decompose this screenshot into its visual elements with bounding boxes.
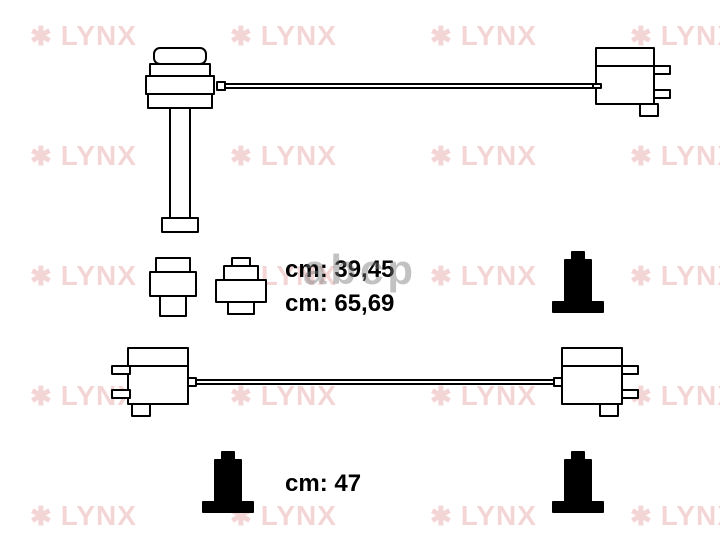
bottom-cable — [112, 348, 638, 416]
plug-boot-mid-left — [150, 258, 196, 316]
small-connector-left — [216, 258, 266, 314]
measurement-3: cm: 47 — [285, 470, 361, 498]
terminal-icon-right-mid — [553, 252, 603, 312]
measurement-2: cm: 65,69 — [285, 290, 394, 318]
terminal-icon-bottom-left — [203, 452, 253, 512]
terminal-icon-bottom-right — [553, 452, 603, 512]
top-long-cable — [146, 48, 670, 232]
measurement-1: cm: 39,45 — [285, 256, 394, 284]
